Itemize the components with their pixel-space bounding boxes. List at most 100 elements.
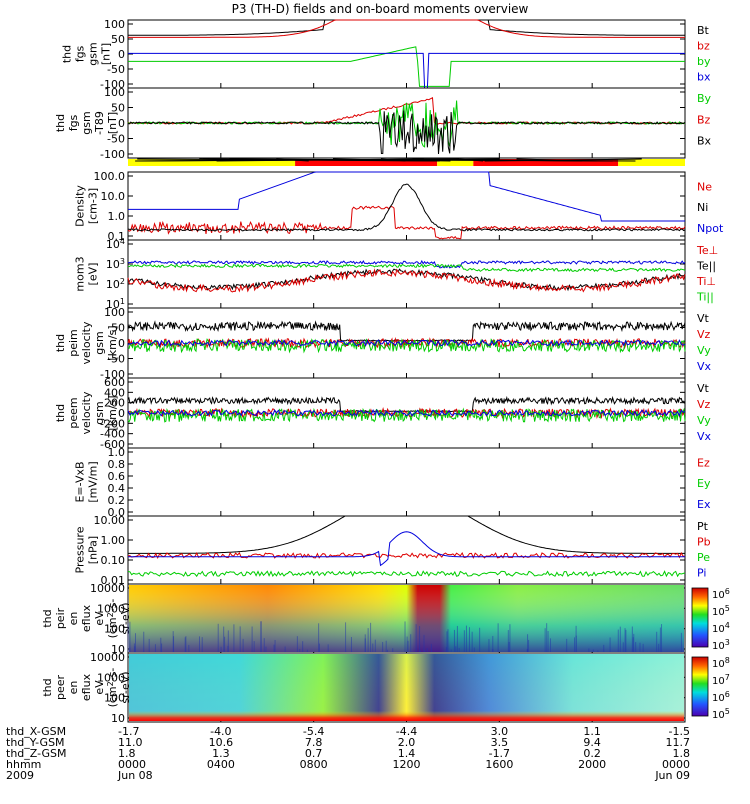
y-axis-label: velocity bbox=[80, 391, 93, 434]
x-tick-value: 3.5 bbox=[491, 736, 509, 749]
mode-tick bbox=[484, 158, 642, 162]
legend-entry: Pe bbox=[697, 551, 710, 564]
x-axis-row-label: hhmm bbox=[6, 758, 41, 771]
trace-ne bbox=[127, 205, 686, 240]
colorbar bbox=[691, 587, 709, 648]
y-tick-label: 101 bbox=[106, 297, 125, 311]
y-tick-label: -50 bbox=[107, 63, 125, 76]
panel-p9: 10000 1000 100 10 thd peir en eflux eV (cm2-s-sr-… bbox=[41, 582, 730, 656]
panel-modebar bbox=[128, 158, 685, 166]
y-axis-label: thd bbox=[54, 334, 67, 352]
panel-p3: 100.0 10.0 1.0 0.1 Density [cm-3] Ne Ni Npot bbox=[74, 170, 724, 243]
y-tick-label: 0.1 bbox=[108, 230, 126, 243]
y-tick-label: 0.2 bbox=[108, 494, 126, 507]
y-tick-label: 1000 bbox=[97, 602, 125, 615]
y-axis-label: gsm bbox=[80, 111, 93, 134]
x-tick-value: -1.7 bbox=[118, 725, 139, 738]
trace-by bbox=[128, 46, 685, 87]
y-axis-label: peer bbox=[54, 675, 67, 701]
legend-entry: Pb bbox=[697, 536, 711, 549]
y-axis-label: Pressure bbox=[74, 526, 87, 573]
panel-frame bbox=[127, 19, 686, 89]
colorbar-label: 106 bbox=[712, 690, 730, 704]
legend-entry: Ey bbox=[697, 477, 711, 490]
y-tick-label: 100 bbox=[104, 86, 125, 99]
colorbar-label: 103 bbox=[712, 638, 730, 652]
legend-entry: bx bbox=[697, 71, 711, 84]
trace-ni bbox=[127, 183, 686, 232]
legend-entry: Bt bbox=[697, 24, 710, 37]
y-tick-label: 0.0 bbox=[108, 506, 126, 519]
x-tick-value: -5.4 bbox=[303, 725, 324, 738]
trace-npot bbox=[128, 171, 685, 222]
y-axis-label: [eV] bbox=[87, 263, 100, 286]
y-tick-label: -100 bbox=[100, 368, 125, 381]
legend-entry: Ez bbox=[697, 457, 710, 470]
y-axis-label: [km/s] bbox=[106, 395, 119, 430]
trace-vz bbox=[127, 407, 686, 420]
y-tick-label: 0.6 bbox=[108, 470, 126, 483]
colorbar-label: 104 bbox=[712, 621, 730, 635]
legend-entry: Ti|| bbox=[696, 291, 714, 304]
legend-entry: Te|| bbox=[696, 260, 716, 273]
x-tick-value: -1.5 bbox=[669, 725, 690, 738]
y-axis-label: fgs bbox=[74, 45, 87, 62]
colorbar bbox=[691, 656, 709, 717]
x-tick-value: 0.2 bbox=[583, 747, 601, 760]
y-tick-label: 100 bbox=[104, 18, 125, 31]
legend-entry: Ne bbox=[697, 181, 712, 194]
x-tick-value: 1200 bbox=[393, 758, 421, 771]
y-tick-label: 0.10 bbox=[101, 554, 126, 567]
y-axis-label: velocity bbox=[80, 321, 93, 364]
y-axis-label: E=-VxB bbox=[74, 461, 87, 502]
legend-entry: Vz bbox=[697, 398, 711, 411]
y-tick-label: 0.4 bbox=[108, 482, 126, 495]
y-tick-label: 600 bbox=[104, 376, 125, 389]
trace-bx bbox=[128, 110, 686, 155]
y-tick-label: 102 bbox=[106, 277, 125, 291]
legend-entry: Ex bbox=[697, 498, 711, 511]
mode-segment bbox=[437, 159, 474, 166]
y-axis-label: thd bbox=[41, 609, 54, 627]
y-tick-label: 1.00 bbox=[101, 534, 126, 547]
x-tick-value: Jun 08 bbox=[117, 769, 153, 782]
y-tick-label: 10.0 bbox=[101, 190, 126, 203]
colorbar-label: 105 bbox=[712, 707, 730, 721]
x-tick-value: -4.4 bbox=[396, 725, 417, 738]
legend-entry: Vx bbox=[697, 360, 712, 373]
x-tick-value: 11.7 bbox=[666, 736, 691, 749]
panel-frame bbox=[127, 447, 686, 517]
y-axis-label: thd bbox=[54, 404, 67, 422]
panel-frame bbox=[127, 171, 686, 241]
panel-p1: 100 50 0 -50 -100 thd fgs gsm [nT] Bt bz by bx bbox=[61, 18, 711, 91]
x-tick-value: 10.6 bbox=[209, 736, 234, 749]
x-tick-value: 11.0 bbox=[118, 736, 143, 749]
y-axis-label: [nT] bbox=[100, 43, 113, 65]
x-tick-value: 0800 bbox=[300, 758, 328, 771]
legend-entry: Ni bbox=[697, 201, 708, 214]
trace-vt bbox=[127, 395, 686, 413]
y-tick-label: 50 bbox=[111, 33, 125, 46]
legend-entry: by bbox=[697, 55, 711, 68]
x-tick-value: 1.4 bbox=[398, 747, 416, 760]
y-tick-label: 10.00 bbox=[94, 514, 126, 527]
y-axis-label: Density bbox=[74, 185, 87, 227]
y-axis-label: [nT] bbox=[106, 112, 119, 134]
y-tick-label: 100 bbox=[104, 692, 125, 705]
panel-p7: 1.00.80.60.40.20.0 E=-VxB [mV/m] Ez Ey Ex bbox=[74, 446, 711, 519]
panel-p5: 100 50 0 -50 -100 thd peim velocity gsm [km/s] Vt V… bbox=[54, 306, 712, 381]
y-tick-label: 10 bbox=[111, 712, 125, 725]
x-tick-value: 1.3 bbox=[212, 747, 230, 760]
x-tick-value: 9.4 bbox=[583, 736, 601, 749]
x-tick-value: Jun 09 bbox=[654, 769, 690, 782]
panel-p10: 10000 1000 100 10 thd peer en eflux eV (cm2-s-sr-… bbox=[41, 651, 730, 725]
trace-bz bbox=[127, 97, 686, 125]
y-tick-label: 50 bbox=[111, 102, 125, 115]
legend-entry: Pi bbox=[697, 567, 706, 580]
legend-entry: Te⊥ bbox=[696, 244, 718, 257]
legend-entry: Ti⊥ bbox=[696, 275, 716, 288]
y-tick-label: 0.8 bbox=[108, 458, 126, 471]
y-tick-label: 10 bbox=[111, 643, 125, 656]
y-axis-label: peem bbox=[67, 397, 80, 428]
